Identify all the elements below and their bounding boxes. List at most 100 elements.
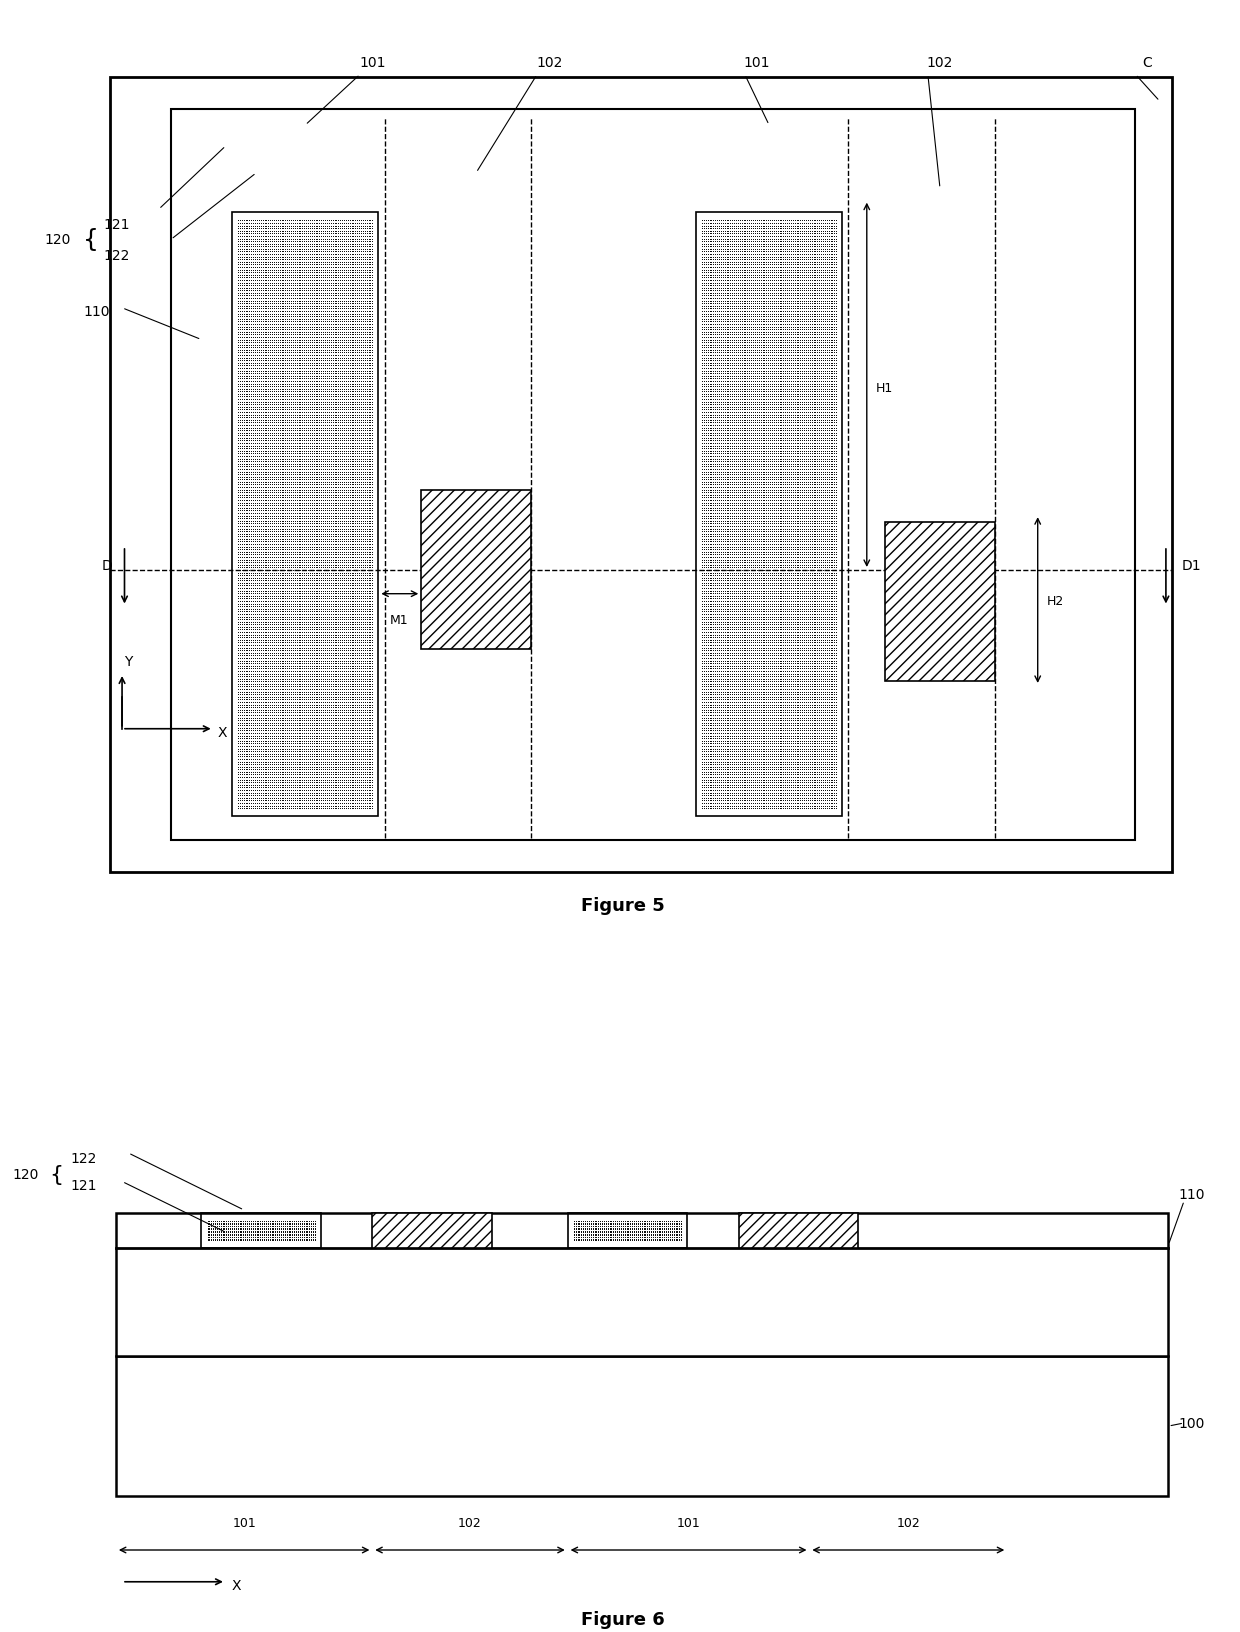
Point (249, 488, 269, 514)
Point (234, 467, 254, 493)
Point (289, 669, 309, 695)
Point (283, 273, 303, 299)
Point (355, 384, 374, 410)
Point (810, 281, 830, 307)
Point (825, 677, 844, 703)
Point (304, 434, 324, 460)
Point (804, 775, 823, 801)
Point (262, 702, 281, 728)
Point (753, 426, 773, 452)
Point (743, 630, 763, 656)
Point (802, 255, 822, 281)
Point (262, 669, 281, 695)
Point (296, 558, 316, 584)
Point (786, 767, 806, 793)
Point (300, 480, 320, 506)
Point (779, 754, 799, 780)
Point (756, 379, 776, 405)
Point (717, 596, 737, 622)
Point (766, 253, 786, 279)
Point (753, 401, 773, 428)
Point (713, 227, 733, 253)
Point (308, 421, 327, 447)
Point (290, 715, 310, 741)
Point (281, 793, 301, 819)
Point (265, 281, 285, 307)
Point (634, 1224, 653, 1250)
Point (735, 602, 755, 628)
Point (807, 397, 827, 423)
Point (334, 689, 353, 715)
Point (304, 330, 324, 356)
Point (749, 596, 769, 622)
Point (743, 726, 763, 752)
Point (246, 684, 265, 710)
Point (236, 576, 255, 602)
Point (330, 777, 350, 803)
Point (358, 246, 378, 273)
Point (253, 330, 273, 356)
Point (742, 462, 761, 488)
Point (278, 245, 298, 271)
Point (728, 390, 748, 416)
Point (232, 268, 252, 294)
Point (239, 718, 259, 744)
Point (310, 369, 330, 395)
Point (702, 658, 722, 684)
Point (590, 1226, 610, 1252)
Point (336, 772, 356, 798)
Point (821, 286, 841, 312)
Point (763, 400, 782, 426)
Point (734, 679, 754, 705)
Point (739, 356, 759, 382)
Point (745, 446, 765, 472)
Point (314, 537, 334, 563)
Point (749, 286, 769, 312)
Point (760, 661, 780, 687)
Point (321, 604, 341, 630)
Point (337, 408, 357, 434)
Point (321, 625, 341, 651)
Point (720, 635, 740, 661)
Point (730, 211, 750, 237)
Point (334, 669, 353, 695)
Point (771, 284, 791, 310)
Point (346, 687, 366, 713)
Point (278, 493, 298, 519)
Point (314, 573, 334, 599)
Point (743, 514, 763, 540)
Point (811, 679, 831, 705)
Point (818, 739, 838, 765)
Point (746, 653, 766, 679)
Point (821, 214, 841, 240)
Point (285, 346, 305, 372)
Point (260, 439, 280, 465)
Point (346, 571, 366, 597)
Point (713, 710, 733, 736)
Point (723, 697, 743, 723)
Point (735, 444, 755, 470)
Point (246, 480, 265, 506)
Point (285, 527, 305, 553)
Point (264, 1208, 284, 1234)
Point (262, 1221, 281, 1247)
Point (745, 488, 765, 514)
Point (706, 379, 725, 405)
Point (717, 428, 737, 454)
Point (357, 490, 377, 516)
Point (326, 240, 346, 266)
Point (249, 679, 269, 705)
Point (272, 589, 291, 615)
Point (811, 259, 831, 286)
Point (311, 764, 331, 790)
Point (745, 666, 765, 692)
Point (734, 485, 754, 511)
Point (811, 715, 831, 741)
Point (699, 359, 719, 385)
Point (781, 392, 801, 418)
Point (696, 392, 715, 418)
Point (781, 718, 801, 744)
Point (281, 480, 301, 506)
Point (293, 421, 312, 447)
Point (228, 232, 248, 258)
